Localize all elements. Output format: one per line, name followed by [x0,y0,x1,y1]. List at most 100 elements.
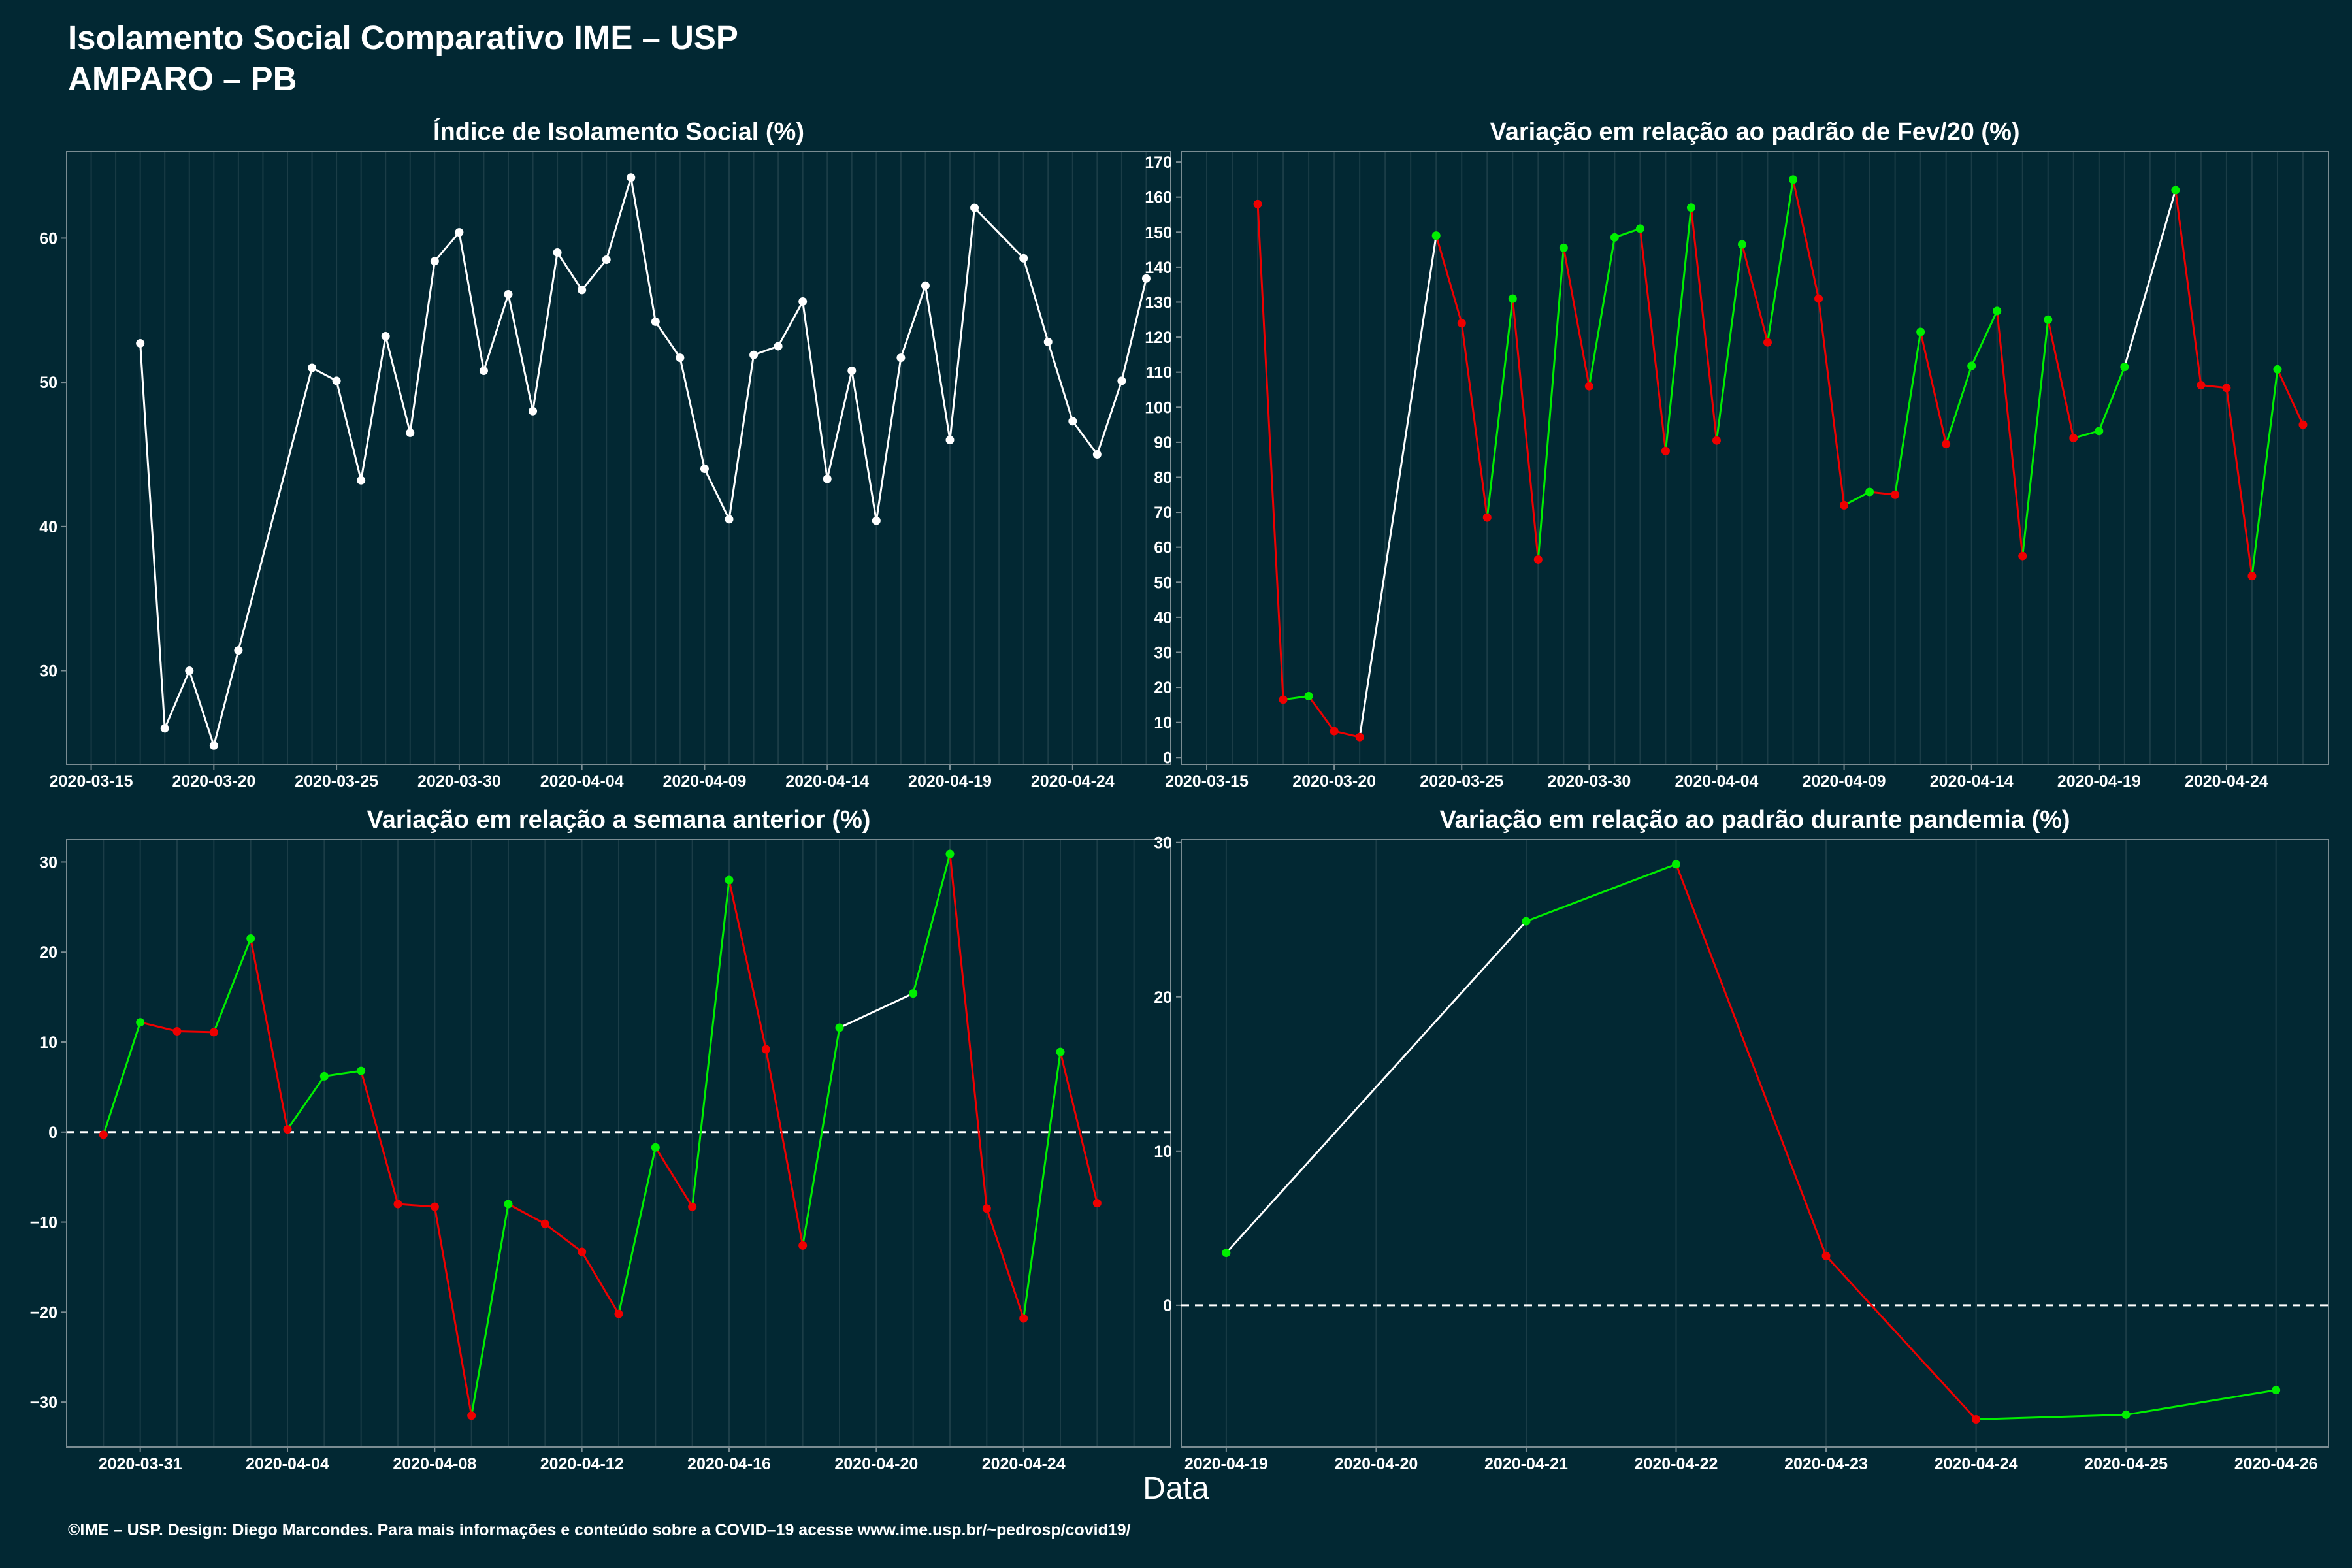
data-point [1671,860,1680,869]
data-point [1661,446,1670,455]
panel-title: Variação em relação ao padrão durante pa… [1439,806,2070,834]
data-point [2298,420,2308,429]
y-tick-label: 40 [39,518,57,536]
series-segment [139,343,166,728]
series-segment [2251,369,2279,576]
series-segment [140,1021,178,1032]
series-segment [655,1147,693,1207]
y-tick-label: 120 [1145,329,1172,347]
x-tick-label: 2020-03-30 [417,772,501,791]
series-segment [324,1070,361,1077]
data-point [2018,551,2027,561]
data-point [1840,500,1849,510]
data-point [1304,691,1313,700]
series-segment [839,992,914,1029]
data-point [2272,1386,2281,1395]
y-tick-label: 10 [1154,714,1172,732]
data-point [1942,440,1951,449]
data-point [234,646,243,655]
series-segment [250,938,289,1130]
data-point [393,1200,402,1209]
panel-title: Variação em relação ao padrão de Fev/20 … [1490,118,2019,146]
y-tick-label: 0 [1163,749,1172,767]
series-segment [1307,695,1335,732]
data-point [2222,384,2231,393]
y-tick-label: −30 [30,1394,57,1412]
chart-panel-variation-feb: Variação em relação ao padrão de Fev/20 … [1145,118,2329,791]
series-segment [1022,257,1049,342]
data-point [467,1411,476,1420]
y-tick-label: 10 [1154,1143,1172,1161]
x-tick-label: 2020-03-15 [50,772,133,791]
series-segment [1588,237,1616,387]
data-point [1043,337,1053,346]
data-point [1993,306,2002,316]
series-segment [802,301,828,480]
series-segment [985,1208,1025,1319]
data-point [945,435,955,444]
data-point [651,317,660,326]
series-segment [1562,248,1590,387]
series-segment [777,301,804,347]
data-point [651,1143,660,1152]
x-tick-label: 2020-04-14 [1930,772,2014,791]
data-point [2197,381,2206,390]
series-segment [1664,207,1692,451]
data-point [172,1026,182,1036]
x-tick-label: 2020-04-09 [662,772,746,791]
series-segment [384,336,412,433]
data-point [540,1219,549,1228]
x-tick-label: 2020-04-24 [1031,772,1115,791]
x-tick-label: 2020-04-19 [1184,1455,1268,1473]
data-point [1686,203,1695,212]
data-point [136,1018,145,1027]
series-segment [2276,368,2304,425]
data-point [798,297,808,306]
data-point [614,1309,623,1318]
series-segment [617,1147,657,1315]
series-segment [2021,319,2050,557]
data-point [2171,186,2180,195]
x-tick-label: 2020-04-19 [908,772,992,791]
y-tick-label: 30 [1154,644,1172,662]
data-point [136,339,145,348]
x-tick-label: 2020-03-25 [295,772,378,791]
data-point [1431,231,1441,240]
data-point [1814,294,1823,303]
series-segment [1792,179,1820,299]
data-point [1821,1251,1831,1260]
series-segment [335,380,363,481]
series-segment [851,370,877,521]
data-point [209,741,218,750]
data-point [970,203,979,212]
data-point [319,1071,329,1081]
data-point [921,281,930,290]
data-point [504,289,513,299]
data-point [1967,361,1976,370]
x-tick-label: 2020-03-30 [1547,772,1631,791]
series-segment [1435,235,1463,324]
data-point [185,666,194,676]
panel-border [66,839,1171,1448]
series-segment [704,468,730,520]
x-axis-label: Data [1143,1471,1209,1506]
data-point [2273,365,2282,374]
series-segment [212,650,240,746]
series-segment [1945,365,1973,445]
y-tick-label: 50 [39,374,57,392]
series-segment [1059,1051,1098,1203]
x-tick-label: 2020-04-20 [1334,1455,1418,1473]
y-tick-label: 50 [1154,574,1172,592]
series-segment [728,354,755,520]
data-point [909,989,918,998]
data-point [529,406,538,416]
x-tick-label: 2020-03-20 [1292,772,1376,791]
series-segment [2123,189,2177,368]
series-segment [973,207,1024,259]
series-segment [2174,189,2202,385]
series-segment [102,1022,142,1135]
series-segment [1976,1413,2127,1421]
x-tick-label: 2020-04-24 [982,1455,1066,1473]
data-point [1737,240,1746,249]
series-segment [360,336,387,481]
